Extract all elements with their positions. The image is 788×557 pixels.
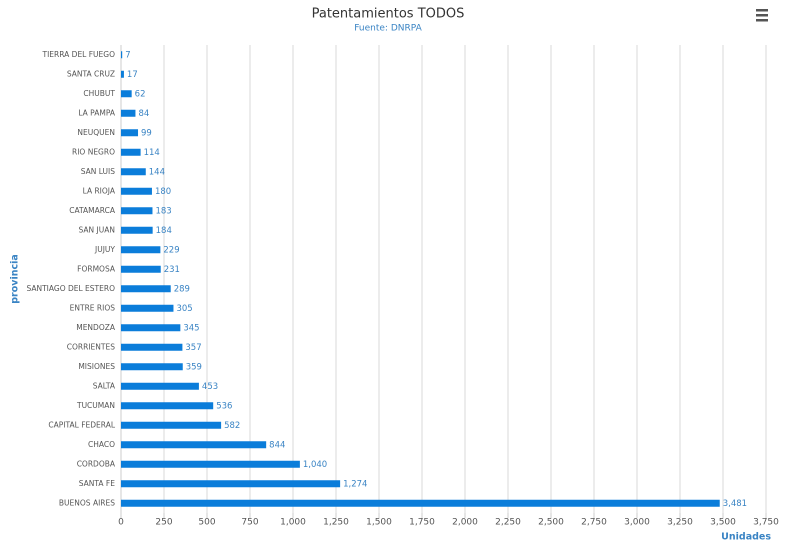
bar: [121, 129, 139, 137]
value-label: 99: [141, 128, 152, 138]
y-tick-label: SANTA FE: [79, 479, 115, 488]
menu-bar: [756, 19, 768, 22]
y-tick-label: LA PAMPA: [78, 108, 116, 117]
value-label: 582: [224, 421, 240, 431]
y-tick-label: FORMOSA: [77, 264, 116, 273]
bar: [121, 246, 161, 254]
y-tick-label: JUJUY: [94, 245, 115, 254]
value-label: 17: [127, 70, 138, 80]
value-label: 180: [155, 187, 171, 197]
y-tick-label: LA RIOJA: [83, 186, 116, 195]
bar: [121, 480, 341, 488]
menu-bar: [756, 14, 768, 17]
bar: [121, 382, 199, 390]
bar: [121, 265, 161, 273]
x-tick-label: 2,750: [581, 518, 607, 528]
y-tick-label: RIO NEGRO: [72, 147, 115, 156]
y-tick-label: BUENOS AIRES: [59, 498, 115, 507]
bar: [121, 324, 181, 332]
value-label: 1,274: [343, 479, 367, 489]
bar: [121, 499, 720, 507]
bar: [121, 226, 153, 234]
y-tick-label: SALTA: [93, 381, 116, 390]
bar: [121, 148, 141, 156]
x-tick-label: 3,500: [710, 518, 736, 528]
y-tick-label: SAN LUIS: [81, 167, 116, 176]
value-label: 359: [186, 362, 202, 372]
bar: [121, 109, 136, 117]
menu-bar: [756, 9, 768, 12]
y-tick-label: TUCUMAN: [76, 401, 115, 410]
x-tick-label: 1,500: [366, 518, 392, 528]
bar: [121, 90, 132, 98]
value-label: 289: [174, 284, 190, 294]
chart-title: Patentamientos TODOS: [312, 7, 465, 22]
y-tick-label: ENTRE RIOS: [70, 303, 116, 312]
y-tick-label: CORRIENTES: [67, 342, 115, 351]
value-label: 453: [202, 382, 218, 392]
bar: [121, 421, 222, 429]
value-label: 305: [176, 304, 192, 314]
value-label: 536: [216, 401, 232, 411]
bar: [121, 51, 123, 59]
x-tick-label: 2,000: [452, 518, 478, 528]
y-axis-title: provincia: [10, 254, 21, 304]
bar: [121, 343, 183, 351]
bar: [121, 70, 124, 78]
x-tick-label: 3,250: [667, 518, 693, 528]
y-tick-label: CAPITAL FEDERAL: [48, 420, 115, 429]
y-tick-label: TIERRA DEL FUEGO: [42, 50, 116, 59]
x-tick-label: 0: [118, 518, 124, 528]
x-tick-label: 750: [241, 518, 258, 528]
bar: [121, 363, 183, 371]
y-tick-label: MENDOZA: [76, 323, 116, 332]
value-label: 62: [135, 89, 146, 99]
value-label: 1,040: [303, 460, 327, 470]
value-label: 345: [183, 323, 199, 333]
value-label: 184: [156, 226, 172, 236]
x-tick-label: 3,750: [753, 518, 779, 528]
y-tick-label: SANTIAGO DEL ESTERO: [26, 284, 115, 293]
bar: [121, 187, 152, 195]
bar: [121, 460, 300, 468]
y-tick-label: CATAMARCA: [69, 206, 116, 215]
x-axis-title: Unidades: [721, 532, 771, 543]
bar: [121, 441, 267, 449]
bar: [121, 402, 214, 410]
value-label: 231: [164, 265, 180, 275]
value-label: 844: [269, 440, 285, 450]
value-label: 183: [155, 206, 171, 216]
y-tick-label: CHUBUT: [83, 89, 115, 98]
x-tick-label: 250: [155, 518, 172, 528]
value-label: 7: [125, 50, 130, 60]
menu-button[interactable]: [756, 9, 768, 22]
bar: [121, 304, 174, 312]
chart-subtitle: Fuente: DNRPA: [354, 24, 422, 34]
x-tick-label: 2,250: [495, 518, 521, 528]
x-tick-label: 1,750: [409, 518, 435, 528]
value-label: 357: [185, 343, 201, 353]
x-tick-label: 2,500: [538, 518, 564, 528]
y-tick-label: CHACO: [88, 440, 115, 449]
x-tick-label: 1,250: [323, 518, 349, 528]
value-label: 114: [144, 148, 160, 158]
y-tick-label: SANTA CRUZ: [67, 69, 115, 78]
bar: [121, 285, 171, 293]
x-tick-label: 1,000: [280, 518, 306, 528]
bar: [121, 207, 153, 215]
y-tick-label: MISIONES: [78, 362, 115, 371]
y-tick-label: SAN JUAN: [79, 225, 115, 234]
value-label: 84: [138, 109, 149, 119]
y-tick-label: NEUQUEN: [77, 128, 115, 137]
x-tick-label: 500: [198, 518, 215, 528]
value-label: 229: [163, 245, 179, 255]
bar: [121, 168, 146, 176]
y-tick-label: CORDOBA: [77, 459, 116, 468]
x-tick-label: 3,000: [624, 518, 650, 528]
value-label: 144: [149, 167, 165, 177]
value-label: 3,481: [723, 499, 747, 509]
